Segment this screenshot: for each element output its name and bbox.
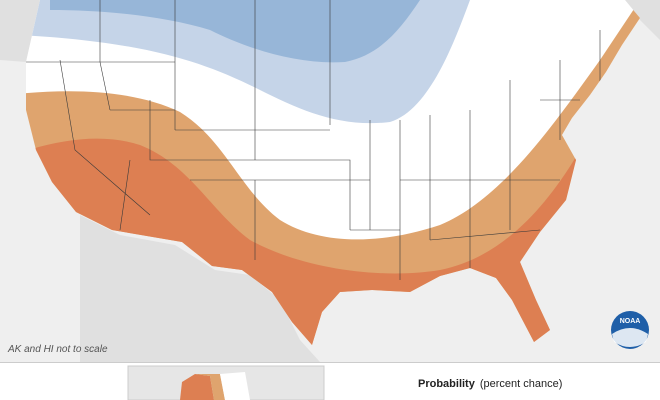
mexico — [80, 215, 320, 362]
state-borders — [26, 0, 601, 280]
alaska-inset — [127, 365, 325, 400]
scale-note: AK and HI not to scale — [7, 344, 108, 355]
legend-title: Probability (percent chance) — [418, 378, 562, 390]
legend-subtitle: (percent chance) — [480, 378, 563, 390]
logo-text: NOAA — [620, 318, 641, 325]
alaska-band — [195, 374, 225, 400]
alaska-north — [220, 372, 250, 400]
below-strong-band — [50, 0, 420, 63]
logo-wave — [612, 328, 648, 347]
legend-strip — [0, 362, 660, 400]
alaska-south — [180, 374, 214, 400]
legend-title-main: Probability — [418, 378, 476, 390]
noaa-logo: NOAA — [611, 311, 649, 349]
